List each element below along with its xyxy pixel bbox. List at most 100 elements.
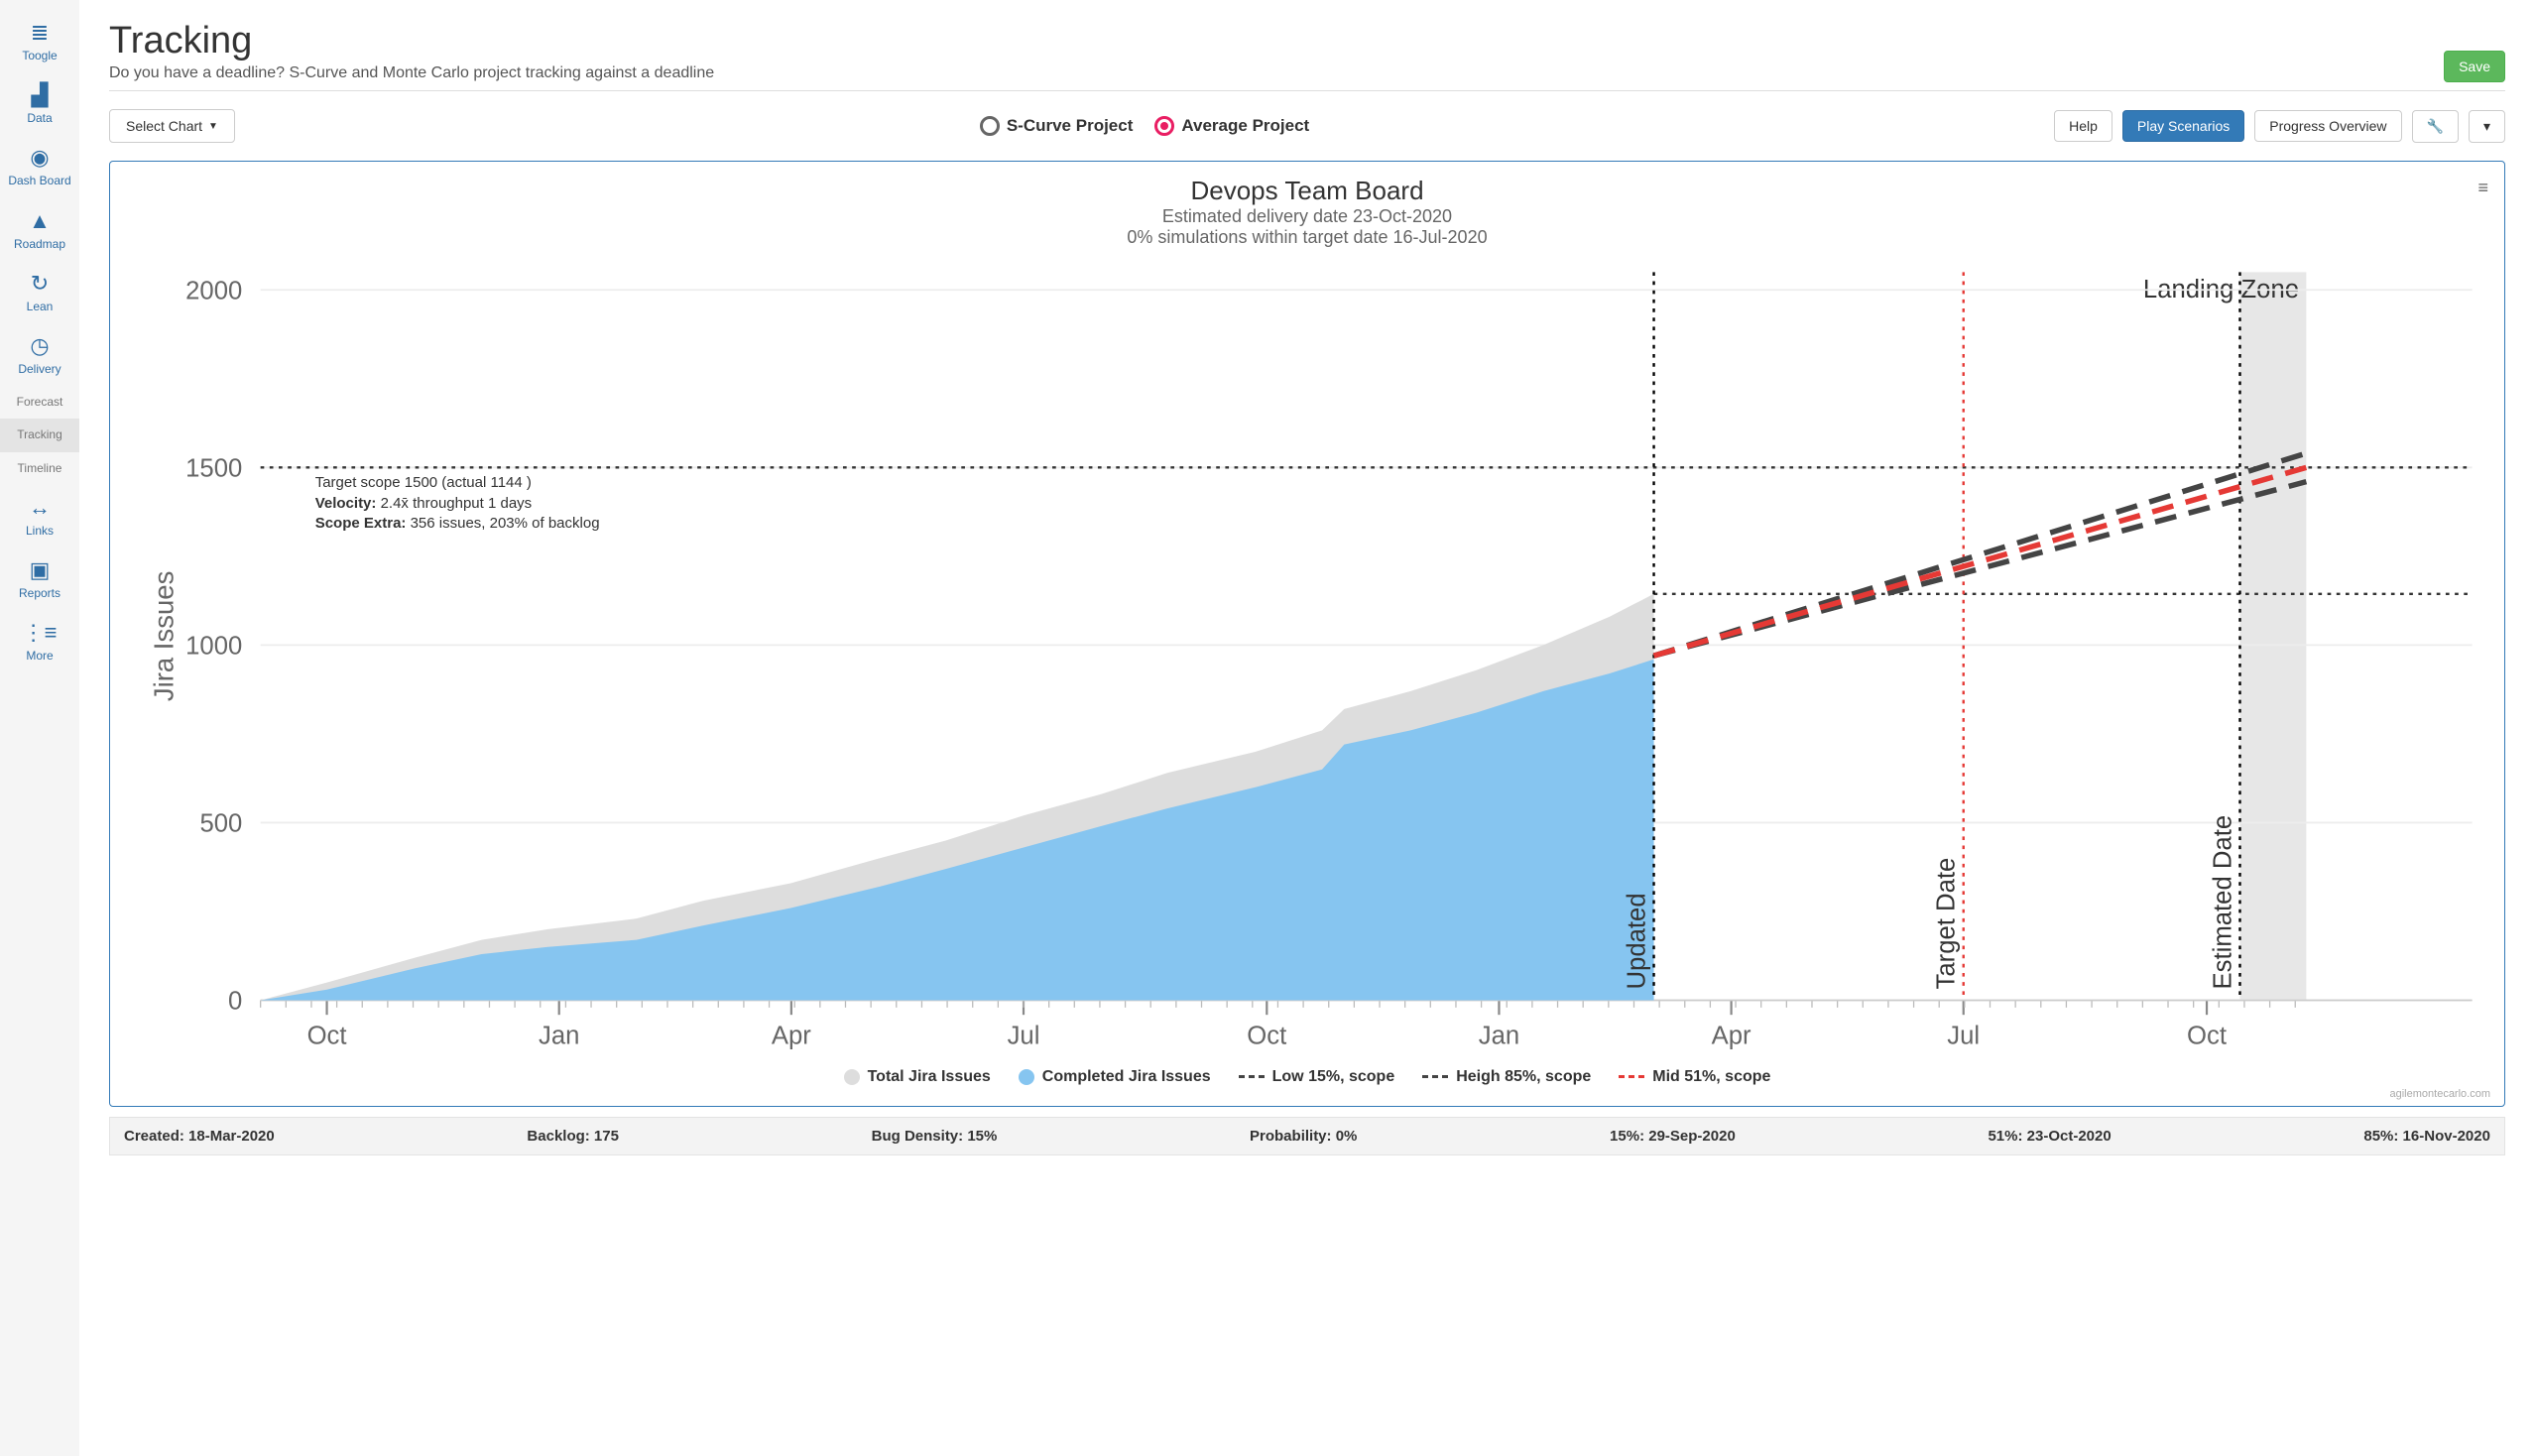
main-content: Tracking Do you have a deadline? S-Curve… xyxy=(79,0,2535,1456)
sidebar-item-more[interactable]: ⋮≡ More xyxy=(0,610,79,672)
radio-icon xyxy=(980,116,1000,136)
svg-text:1000: 1000 xyxy=(185,633,242,661)
chart-legend: Total Jira Issues Completed Jira Issues Lo… xyxy=(124,1068,2490,1086)
sidebar-item-label: Reports xyxy=(19,587,60,600)
sidebar-item-roadmap[interactable]: ▲Roadmap xyxy=(0,198,79,261)
page-header: Tracking Do you have a deadline? S-Curve… xyxy=(109,20,2505,91)
footer-probability: Probability: 0% xyxy=(1250,1128,1357,1145)
legend-item[interactable]: Heigh 85%, scope xyxy=(1422,1068,1591,1086)
footer-p51: 51%: 23-Oct-2020 xyxy=(1988,1128,2111,1145)
footer-p85: 85%: 16-Nov-2020 xyxy=(2363,1128,2490,1145)
delivery-icon: ◷ xyxy=(30,333,49,359)
sidebar-item-lean[interactable]: ↻ Lean xyxy=(0,261,79,323)
legend-label: Total Jira Issues xyxy=(868,1068,991,1086)
radio-icon xyxy=(1154,116,1174,136)
footer-p15: 15%: 29-Sep-2020 xyxy=(1610,1128,1736,1145)
chart-subtitle-2: 0% simulations within target date 16-Jul… xyxy=(124,227,2490,248)
sidebar-item-label: Toogle xyxy=(22,50,57,62)
legend-item[interactable]: Mid 51%, scope xyxy=(1619,1068,1770,1086)
sidebar-item-tracking[interactable]: Tracking xyxy=(0,419,79,451)
svg-text:Jira Issues: Jira Issues xyxy=(149,571,180,702)
sidebar-item-label: Delivery xyxy=(18,363,60,376)
page-title: Tracking xyxy=(109,20,2444,62)
chart-panel: ≡ Devops Team Board Estimated delivery d… xyxy=(109,161,2505,1107)
sidebar-item-label: Timeline xyxy=(18,462,62,475)
sidebar-item-delivery[interactable]: ◷ Delivery xyxy=(0,323,79,386)
wrench-icon: 🔧 xyxy=(2427,118,2444,135)
sidebar-item-links[interactable]: ↔ Links xyxy=(0,485,79,547)
chart-plot-area: Landing Zone0500100015002000Jira IssuesO… xyxy=(124,254,2490,1058)
more-icon: ⋮≡ xyxy=(23,620,58,646)
project-type-radio-group: S-Curve Project Average Project xyxy=(980,116,1309,136)
progress-overview-button[interactable]: Progress Overview xyxy=(2254,110,2401,142)
radio-average-label: Average Project xyxy=(1181,116,1309,136)
sidebar-item-dash-board[interactable]: ◉Dash Board xyxy=(0,135,79,197)
footer-created: Created: 18-Mar-2020 xyxy=(124,1128,275,1145)
sidebar-item-label: Forecast xyxy=(17,396,63,409)
sidebar-item-toogle[interactable]: ≣ Toogle xyxy=(0,10,79,72)
chart-annotation: Target scope 1500 (actual 1144 )Velocity… xyxy=(315,473,600,534)
svg-text:Oct: Oct xyxy=(307,1023,347,1050)
svg-text:500: 500 xyxy=(199,810,242,838)
svg-text:Jul: Jul xyxy=(1947,1023,1980,1050)
legend-label: Low 15%, scope xyxy=(1272,1068,1395,1086)
sidebar-item-forecast[interactable]: Forecast xyxy=(0,386,79,419)
svg-text:Apr: Apr xyxy=(1712,1023,1751,1050)
radio-average[interactable]: Average Project xyxy=(1154,116,1309,136)
svg-text:Jan: Jan xyxy=(1479,1023,1519,1050)
filter-button[interactable]: ▾ xyxy=(2469,110,2505,143)
data-icon: ▟ xyxy=(32,82,49,108)
sidebar-item-label: Lean xyxy=(27,301,54,313)
radio-scurve[interactable]: S-Curve Project xyxy=(980,116,1134,136)
footer-backlog: Backlog: 175 xyxy=(527,1128,619,1145)
dash-board-icon: ◉ xyxy=(30,145,49,171)
chart-svg: Landing Zone0500100015002000Jira IssuesO… xyxy=(124,254,2490,1055)
svg-text:Jul: Jul xyxy=(1008,1023,1040,1050)
select-chart-label: Select Chart xyxy=(126,118,202,134)
svg-text:1500: 1500 xyxy=(185,454,242,482)
help-button[interactable]: Help xyxy=(2054,110,2112,142)
legend-item[interactable]: Low 15%, scope xyxy=(1239,1068,1395,1086)
legend-item[interactable]: Completed Jira Issues xyxy=(1019,1068,1211,1086)
chart-menu-button[interactable]: ≡ xyxy=(2477,178,2488,198)
chart-watermark: agilemontecarlo.com xyxy=(124,1088,2490,1100)
legend-swatch-icon xyxy=(1019,1069,1034,1085)
play-scenarios-button[interactable]: Play Scenarios xyxy=(2122,110,2244,142)
svg-text:Apr: Apr xyxy=(772,1023,811,1050)
settings-button[interactable]: 🔧 xyxy=(2412,110,2459,143)
svg-text:Oct: Oct xyxy=(1247,1023,1286,1050)
save-button[interactable]: Save xyxy=(2444,51,2505,82)
footer-bar: Created: 18-Mar-2020 Backlog: 175 Bug De… xyxy=(109,1117,2505,1155)
svg-text:Estimated Date: Estimated Date xyxy=(2209,815,2236,990)
svg-text:Oct: Oct xyxy=(2187,1023,2227,1050)
sidebar-item-label: Links xyxy=(26,525,54,538)
toolbar: Select Chart ▼ S-Curve Project Average P… xyxy=(109,109,2505,143)
chart-subtitle-1: Estimated delivery date 23-Oct-2020 xyxy=(124,206,2490,227)
links-icon: ↔ xyxy=(29,495,51,521)
page-header-left: Tracking Do you have a deadline? S-Curve… xyxy=(109,20,2444,82)
sidebar-item-reports[interactable]: ▣ Reports xyxy=(0,547,79,610)
svg-text:Updated: Updated xyxy=(1623,893,1650,989)
toogle-icon: ≣ xyxy=(31,20,49,46)
sidebar: ≣ Toogle ▟ Data ◉Dash Board▲Roadmap ↻ Lean ◷ Del… xyxy=(0,0,79,1456)
page-subtitle: Do you have a deadline? S-Curve and Mont… xyxy=(109,64,2444,82)
filter-icon: ▾ xyxy=(2483,118,2490,135)
select-chart-dropdown[interactable]: Select Chart ▼ xyxy=(109,109,235,143)
legend-dash-icon xyxy=(1239,1075,1265,1078)
sidebar-item-timeline[interactable]: Timeline xyxy=(0,452,79,485)
svg-text:Jan: Jan xyxy=(539,1023,579,1050)
legend-item[interactable]: Total Jira Issues xyxy=(844,1068,991,1086)
legend-label: Mid 51%, scope xyxy=(1652,1068,1770,1086)
sidebar-item-label: Data xyxy=(27,112,52,125)
sidebar-item-data[interactable]: ▟ Data xyxy=(0,72,79,135)
radio-scurve-label: S-Curve Project xyxy=(1007,116,1134,136)
legend-label: Completed Jira Issues xyxy=(1042,1068,1211,1086)
reports-icon: ▣ xyxy=(30,557,51,583)
sidebar-item-label: More xyxy=(26,650,53,663)
legend-dash-icon xyxy=(1422,1075,1448,1078)
lean-icon: ↻ xyxy=(31,271,49,297)
svg-text:Target Date: Target Date xyxy=(1933,858,1961,990)
roadmap-icon: ▲ xyxy=(29,208,51,234)
app-root: ≣ Toogle ▟ Data ◉Dash Board▲Roadmap ↻ Lean ◷ Del… xyxy=(0,0,2535,1456)
svg-text:0: 0 xyxy=(228,988,242,1016)
